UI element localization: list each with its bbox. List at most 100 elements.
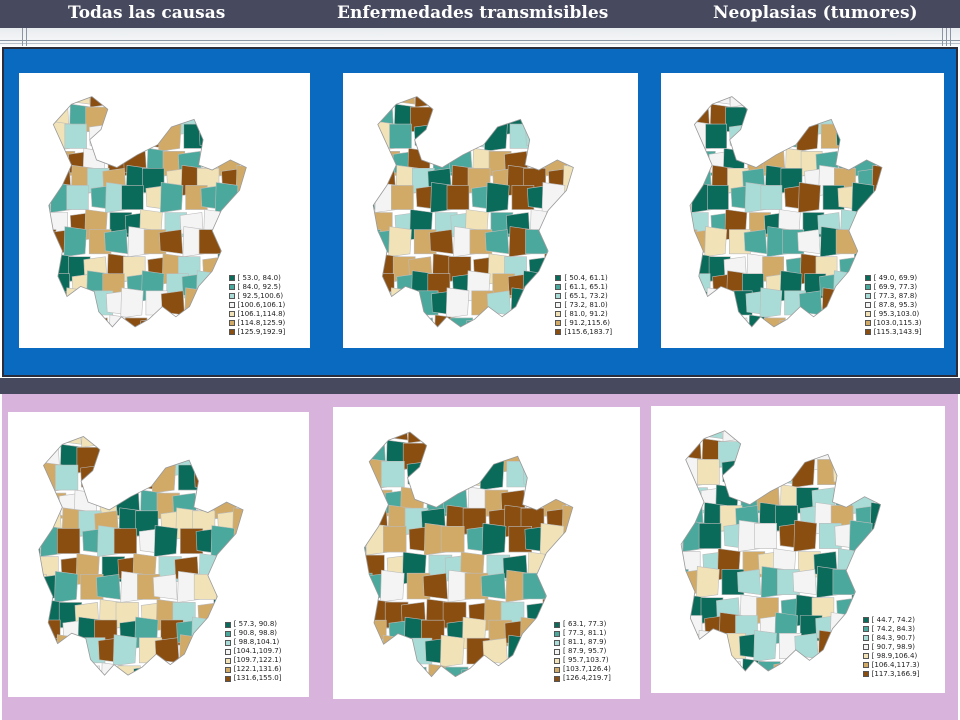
municipality-region xyxy=(489,314,514,327)
municipality-region xyxy=(232,507,244,540)
municipality-region xyxy=(386,666,411,677)
legend-entry: [115.6,183.7] xyxy=(555,328,612,337)
municipality-region xyxy=(818,430,844,439)
municipality-region xyxy=(390,96,416,105)
municipality-region xyxy=(760,96,784,105)
legend-swatch xyxy=(224,648,231,655)
municipality-region xyxy=(757,438,781,471)
choropleth-map xyxy=(680,430,882,672)
municipality-region xyxy=(373,209,378,241)
municipality-region xyxy=(702,661,726,672)
municipality-region xyxy=(773,441,796,468)
choropleth-map xyxy=(689,96,883,328)
municipality-region xyxy=(485,182,510,213)
legend-entry: [ 74.2, 84.3) xyxy=(862,624,920,634)
municipality-region xyxy=(230,443,244,476)
legend-range-label: [ 87.8, 95.3) xyxy=(873,300,918,309)
legend-entry: [ 81.0, 91.2) xyxy=(555,310,612,319)
municipality-region xyxy=(736,456,760,489)
municipality-region xyxy=(373,185,376,210)
municipality-region xyxy=(681,505,687,532)
municipality-region xyxy=(690,123,699,149)
municipality-region xyxy=(541,182,566,213)
legend-swatch xyxy=(864,284,871,291)
municipality-region xyxy=(140,106,163,132)
map-card-top-neoplasias: [ 49.0, 69.9)[ 69.9, 77.3)[ 77.3, 87.8)[… xyxy=(661,73,944,348)
municipality-region xyxy=(546,106,571,132)
municipality-region xyxy=(41,637,66,664)
municipality-region xyxy=(381,460,405,488)
legend-entry: [ 50.4, 61.1) xyxy=(555,274,612,283)
municipality-region xyxy=(38,528,41,554)
municipality-region xyxy=(857,569,881,596)
municipality-region xyxy=(717,661,743,672)
municipality-region xyxy=(754,430,779,439)
municipality-region xyxy=(382,432,409,441)
municipality-region xyxy=(96,573,121,600)
legend-swatch xyxy=(224,639,231,646)
municipality-region xyxy=(38,662,59,676)
municipality-region xyxy=(446,185,470,210)
municipality-region xyxy=(390,287,414,319)
municipality-region xyxy=(829,612,854,645)
legend-range-label: [122.1,131.6) xyxy=(233,665,282,674)
legend-range-label: [117.3,166.9] xyxy=(871,669,920,678)
legend-range-label: [126.4,219.7] xyxy=(563,674,611,683)
municipality-region xyxy=(66,96,91,105)
legend-entry: [ 95.7,103.7) xyxy=(554,656,611,665)
municipality-region xyxy=(121,96,146,105)
map-outline xyxy=(680,430,882,672)
municipality-region xyxy=(364,551,369,585)
municipality-region xyxy=(547,457,572,491)
municipality-region xyxy=(858,120,882,152)
municipality-region xyxy=(460,442,485,470)
map-card-top-enfermedades-transmisibles: [ 50.4, 61.1)[ 61.1, 65.1)[ 65.1, 73.2)[… xyxy=(343,73,638,348)
municipality-region xyxy=(144,96,169,108)
municipality-region xyxy=(388,226,412,258)
municipality-region xyxy=(763,103,786,135)
municipality-region xyxy=(48,185,51,210)
municipality-region xyxy=(185,96,210,105)
legend-swatch xyxy=(554,675,561,682)
legend-entry: [131.6,155.0] xyxy=(224,674,282,683)
legend-range-label: [109.7,122.1) xyxy=(233,656,282,665)
municipality-region xyxy=(778,106,801,132)
municipality-region xyxy=(204,106,227,132)
legend-entry: [ 92.5,100.6) xyxy=(228,292,286,301)
legend-swatch xyxy=(228,302,235,309)
municipality-region xyxy=(51,96,74,105)
legend-entry: [106.1,114.8) xyxy=(228,310,285,319)
municipality-region xyxy=(562,164,574,196)
legend-entry: [ 65.1, 73.2) xyxy=(555,292,612,301)
municipality-region xyxy=(681,430,682,442)
municipality-region xyxy=(524,637,549,665)
municipality-region xyxy=(222,120,246,152)
municipality-region xyxy=(236,528,244,554)
legend-range-label: [ 74.2, 84.3) xyxy=(871,624,915,633)
decorative-line xyxy=(950,28,951,46)
municipality-region xyxy=(561,212,574,238)
legend-swatch xyxy=(555,311,562,318)
municipality-region xyxy=(69,317,93,327)
municipality-region xyxy=(364,442,369,470)
legend-swatch xyxy=(864,311,871,318)
municipality-region xyxy=(838,441,861,468)
legend-entry: [ 98.8,104.1) xyxy=(224,638,282,647)
municipality-region xyxy=(833,270,856,302)
legend-swatch xyxy=(862,653,869,659)
municipality-region xyxy=(837,290,860,316)
header-bar: Todas las causas Enfermedades transmisib… xyxy=(0,0,960,28)
municipality-region xyxy=(738,430,762,439)
municipality-region xyxy=(710,317,733,327)
legend-entry: [ 90.7, 98.9) xyxy=(862,643,920,652)
municipality-region xyxy=(871,164,882,196)
map-outline xyxy=(48,96,247,328)
municipality-region xyxy=(48,96,50,108)
municipality-region xyxy=(465,106,489,132)
municipality-region xyxy=(876,185,882,210)
municipality-region xyxy=(690,147,693,179)
municipality-region xyxy=(783,96,806,108)
municipality-region xyxy=(841,317,865,327)
municipality-region xyxy=(179,317,203,327)
municipality-region xyxy=(38,616,45,649)
